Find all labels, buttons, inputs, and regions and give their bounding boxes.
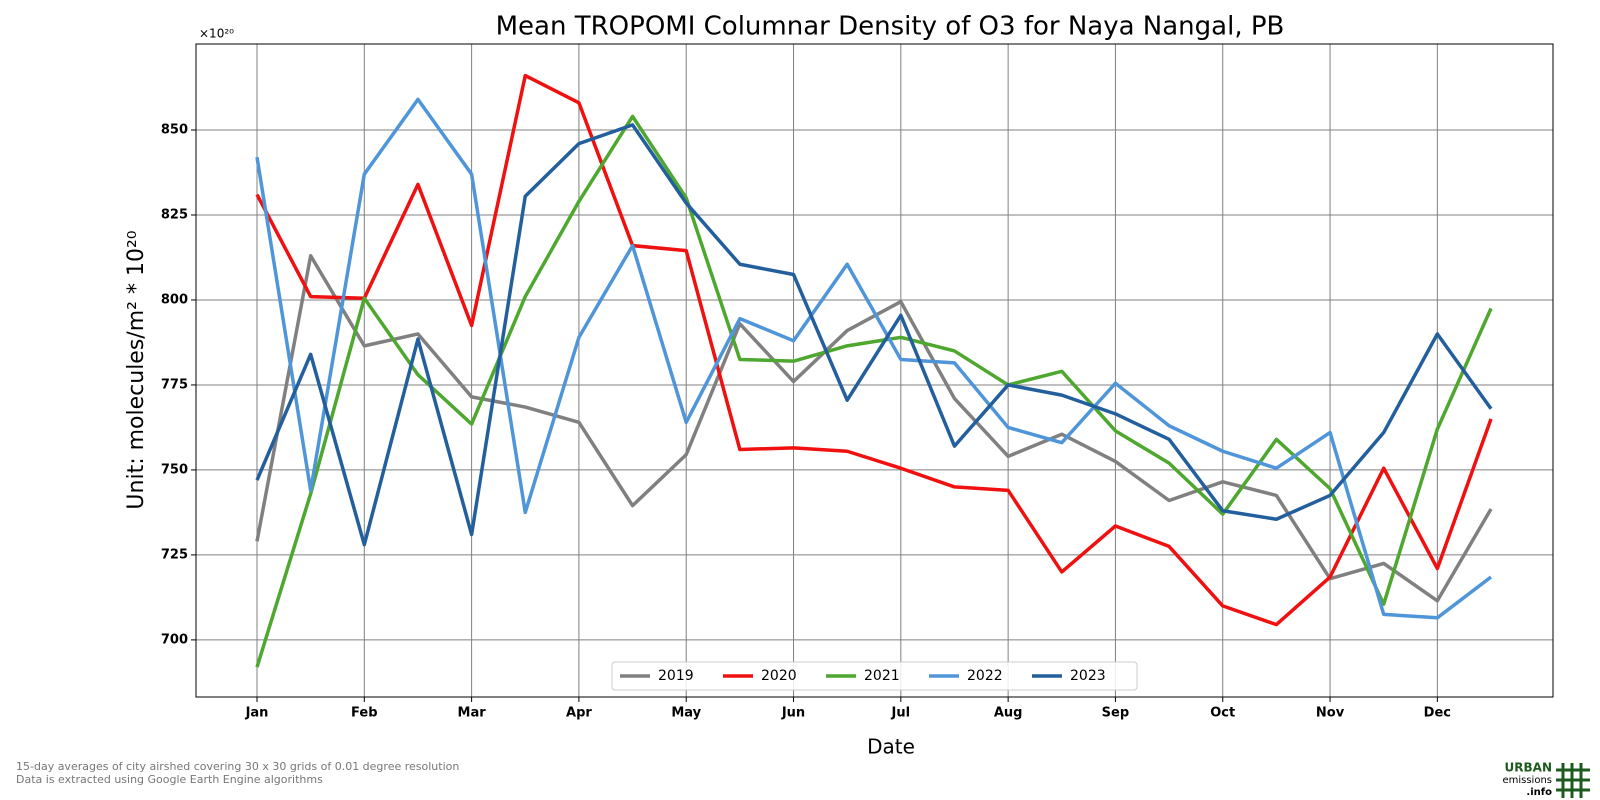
x-tick-label: Dec (1424, 706, 1451, 721)
series-line (255, 123, 1493, 547)
x-tick-label: Jun (781, 706, 805, 721)
legend: 2019 2020 2021 2022 2023 (611, 661, 1138, 691)
y-tick-label: 800 (161, 292, 188, 307)
chart-title: Mean TROPOMI Columnar Density of O3 for … (496, 12, 1285, 42)
y-axis-label: Unit: molecules/m² * 10²⁰ (124, 230, 149, 509)
legend-label: 2021 (864, 668, 900, 684)
x-tick-label: May (671, 706, 701, 721)
series-line (255, 97, 1493, 620)
y-tick-label: 825 (161, 207, 188, 222)
logo-text: .info (1526, 787, 1552, 798)
logo-text: URBAN (1505, 761, 1552, 775)
x-tick-label: Nov (1316, 706, 1345, 721)
logo: URBAN emissions .info (1502, 761, 1590, 798)
y-tick-label: 750 (161, 462, 188, 477)
legend-label: 2023 (1070, 668, 1106, 684)
legend-frame (611, 661, 1138, 691)
y-tick-label: 725 (161, 547, 188, 562)
x-tick-label: Oct (1210, 706, 1235, 721)
x-tick-label: Jan (245, 706, 269, 721)
logo-icon (1556, 763, 1590, 798)
y-tick-label: 700 (161, 632, 188, 647)
x-tick-label: Aug (994, 706, 1023, 721)
logo-text: emissions (1502, 775, 1552, 786)
series-line (255, 73, 1493, 627)
series-line (255, 254, 1493, 603)
y-offset-label: ×10²⁰ (199, 27, 234, 41)
series-line (255, 114, 1493, 668)
legend-label: 2019 (658, 668, 694, 684)
y-tick-label: 850 (161, 123, 188, 138)
x-tick-label: Apr (566, 706, 592, 721)
x-tick-label: Sep (1102, 706, 1130, 721)
x-tick-label: Mar (458, 706, 487, 721)
footnote: 15-day averages of city airshed covering… (16, 760, 459, 773)
x-tick-label: Jul (891, 706, 911, 721)
footnote: Data is extracted using Google Earth Eng… (16, 773, 323, 786)
legend-label: 2020 (761, 668, 797, 684)
legend-label: 2022 (967, 668, 1003, 684)
y-tick-label: 775 (161, 377, 188, 392)
plot-frame (195, 43, 1554, 698)
x-axis-label: Date (867, 735, 915, 759)
x-tick-label: Feb (351, 706, 377, 721)
